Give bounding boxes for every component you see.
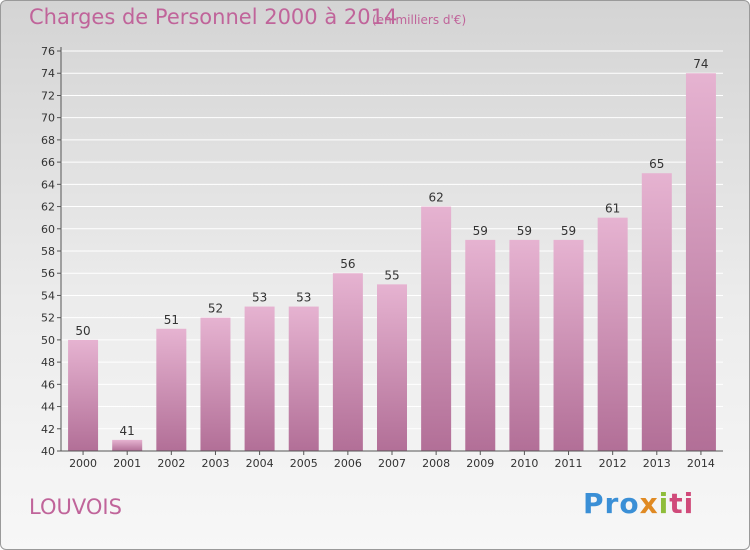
x-tick-label: 2003 bbox=[201, 457, 229, 470]
logo-part-2: x bbox=[639, 487, 659, 520]
value-label: 61 bbox=[605, 202, 620, 216]
value-label: 41 bbox=[120, 424, 135, 438]
bar-2012 bbox=[597, 217, 628, 451]
y-tick-label: 58 bbox=[41, 245, 55, 258]
bar-2005 bbox=[288, 306, 319, 451]
y-tick-label: 46 bbox=[41, 378, 55, 391]
bar-2011 bbox=[553, 239, 584, 451]
y-tick-label: 52 bbox=[41, 312, 55, 325]
chart-subtitle: (en milliers d'€) bbox=[372, 13, 467, 27]
y-tick-label: 60 bbox=[41, 223, 55, 236]
y-tick-label: 40 bbox=[41, 445, 55, 458]
chart-title: Charges de Personnel 2000 à 2014 bbox=[29, 5, 398, 29]
value-label: 53 bbox=[296, 291, 311, 305]
y-tick-label: 74 bbox=[41, 67, 55, 80]
y-tick-label: 66 bbox=[41, 156, 55, 169]
bar-2009 bbox=[465, 239, 496, 451]
y-tick-label: 72 bbox=[41, 89, 55, 102]
y-tick-label: 48 bbox=[41, 356, 55, 369]
y-tick-label: 68 bbox=[41, 134, 55, 147]
logo-part-1: Pro bbox=[583, 487, 640, 520]
bar-2014 bbox=[685, 73, 716, 451]
y-tick-label: 62 bbox=[41, 201, 55, 214]
y-tick-label: 44 bbox=[41, 401, 55, 414]
value-label: 59 bbox=[561, 224, 576, 238]
value-label: 51 bbox=[164, 313, 179, 327]
x-tick-label: 2001 bbox=[113, 457, 141, 470]
bar-2008 bbox=[421, 206, 452, 451]
y-tick-label: 76 bbox=[41, 45, 55, 58]
x-tick-label: 2000 bbox=[69, 457, 97, 470]
value-label: 59 bbox=[473, 224, 488, 238]
bar-2006 bbox=[332, 273, 363, 451]
proxiti-logo[interactable]: Proxiti bbox=[583, 487, 694, 520]
value-label: 50 bbox=[75, 324, 90, 338]
y-tick-label: 56 bbox=[41, 267, 55, 280]
bar-2001 bbox=[112, 439, 143, 451]
bar-2000 bbox=[68, 339, 99, 451]
x-tick-label: 2010 bbox=[510, 457, 538, 470]
x-tick-label: 2008 bbox=[422, 457, 450, 470]
x-tick-label: 2012 bbox=[599, 457, 627, 470]
axes: 40 42 44 46 48 50 52 54 56 58 60 62 64 66 68 70 72 74 76 20… bbox=[41, 45, 723, 470]
value-label: 74 bbox=[693, 57, 708, 71]
value-label: 56 bbox=[340, 257, 355, 271]
bar-2010 bbox=[509, 239, 540, 451]
y-tick-label: 70 bbox=[41, 112, 55, 125]
bar-2003 bbox=[200, 317, 231, 451]
logo-part-4: ti bbox=[669, 487, 695, 520]
y-tick-label: 54 bbox=[41, 289, 55, 302]
bar-2007 bbox=[377, 284, 407, 451]
x-tick-label: 2005 bbox=[290, 457, 318, 470]
value-label: 53 bbox=[252, 291, 267, 305]
x-tick-label: 2009 bbox=[466, 457, 494, 470]
x-tick-label: 2004 bbox=[246, 457, 274, 470]
x-tick-label: 2011 bbox=[555, 457, 583, 470]
x-tick-label: 2014 bbox=[687, 457, 715, 470]
value-label: 65 bbox=[649, 157, 664, 171]
bar-2013 bbox=[641, 173, 672, 451]
commune-name: LOUVOIS bbox=[29, 495, 122, 519]
y-tick-label: 50 bbox=[41, 334, 55, 347]
value-label: 52 bbox=[208, 302, 223, 316]
x-tick-label: 2006 bbox=[334, 457, 362, 470]
value-label: 59 bbox=[517, 224, 532, 238]
x-tick-label: 2013 bbox=[643, 457, 671, 470]
value-label: 62 bbox=[428, 191, 443, 205]
x-tick-label: 2007 bbox=[378, 457, 406, 470]
bars: 50 41 51 52 53 53 56 55 62 59 59 59 61 65 74 bbox=[68, 57, 716, 451]
bar-2002 bbox=[156, 328, 187, 451]
value-label: 55 bbox=[384, 268, 399, 282]
logo-part-3: i bbox=[658, 487, 670, 520]
bar-2004 bbox=[244, 306, 275, 451]
x-tick-label: 2002 bbox=[157, 457, 185, 470]
y-tick-label: 64 bbox=[41, 178, 55, 191]
y-tick-label: 42 bbox=[41, 423, 55, 436]
